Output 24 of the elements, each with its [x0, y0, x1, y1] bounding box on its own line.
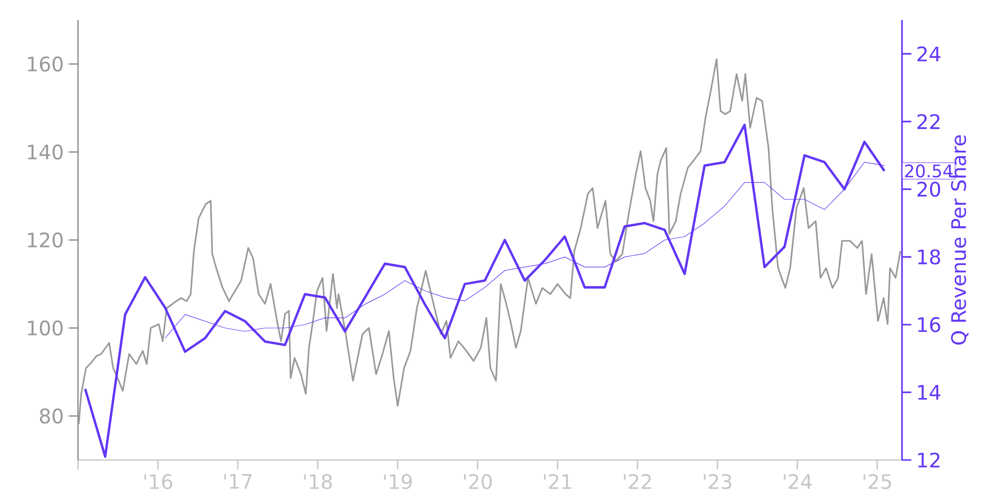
x-tick-label: '21	[544, 474, 572, 489]
y2-tick-label: 18	[918, 249, 940, 264]
y-tick-label: 160	[28, 56, 63, 72]
y2-tick-label: 20	[917, 182, 940, 197]
x-tick-label: '23	[704, 474, 732, 490]
x-tick-label: '18	[304, 474, 332, 490]
x-tick-label: '24	[784, 474, 812, 489]
y2-tick-label: 24	[917, 46, 940, 62]
y2-tick-label: 12	[918, 452, 940, 468]
x-tick-label: '22	[624, 474, 651, 489]
data-label: 20.54	[905, 164, 953, 178]
x-tick-label: '25	[864, 474, 891, 490]
y-tick-label: 80	[40, 408, 63, 424]
x-tick-label: '19	[384, 474, 412, 490]
y2-tick-label: 22	[917, 114, 940, 129]
y2-axis-title: Q Revenue Per Share	[950, 135, 968, 345]
x-tick-label: '20	[464, 474, 492, 490]
y-tick-label: 120	[28, 232, 63, 248]
y-tick-label: 100	[28, 320, 63, 336]
x-tick-label: '17	[224, 474, 252, 489]
y2-tick-label: 16	[918, 317, 940, 332]
y2-tick-label: 14	[918, 385, 940, 400]
x-tick-label: '16	[144, 474, 172, 490]
y-tick-label: 140	[28, 144, 63, 160]
